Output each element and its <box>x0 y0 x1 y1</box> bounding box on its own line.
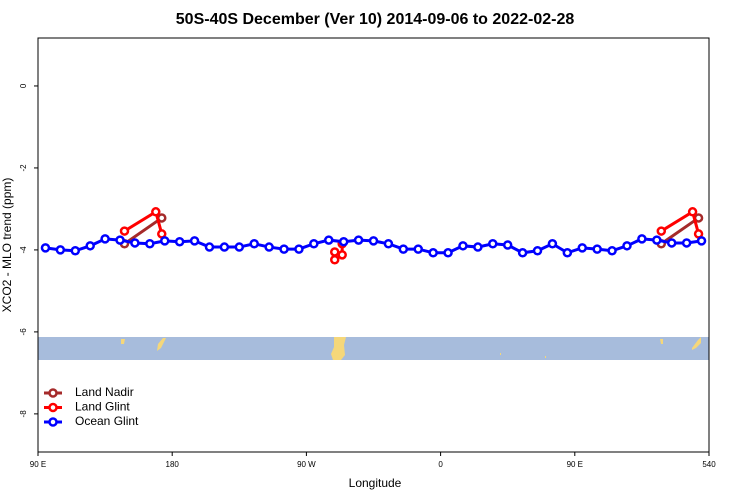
point <box>666 238 677 248</box>
y-axis-label: XCO2 - MLO trend (ppm) <box>0 178 14 313</box>
point <box>189 236 200 246</box>
point <box>502 240 513 250</box>
point <box>656 226 667 236</box>
point <box>592 244 602 254</box>
point <box>159 236 170 246</box>
point <box>696 236 707 246</box>
point <box>249 239 259 249</box>
point <box>532 245 543 256</box>
point <box>279 244 289 254</box>
point <box>85 241 95 251</box>
x-tick-label: 180 <box>166 460 180 469</box>
point <box>353 235 364 245</box>
point <box>329 255 340 265</box>
legend-marker <box>48 388 58 398</box>
point <box>473 242 483 252</box>
legend-label: Ocean Glint <box>75 414 139 428</box>
x-tick-label: 90 E <box>567 460 583 469</box>
land-strip <box>38 337 709 360</box>
plot-frame <box>37 37 710 453</box>
point <box>204 242 215 252</box>
y-tick-label: -6 <box>19 328 28 336</box>
x-tick-label: 540 <box>702 460 716 469</box>
x-axis-label: Longitude <box>349 476 402 490</box>
point <box>398 244 409 254</box>
point <box>151 207 161 217</box>
point <box>294 244 304 254</box>
point <box>443 248 453 258</box>
point <box>329 247 340 257</box>
y-tick-label: 0 <box>19 83 28 88</box>
point <box>681 238 692 248</box>
point <box>517 248 528 258</box>
point <box>607 245 617 256</box>
y-tick-label: -4 <box>19 246 28 254</box>
point <box>234 242 245 252</box>
x-tick-label: 90 E <box>30 460 46 469</box>
legend-label: Land Nadir <box>75 385 134 399</box>
legend-marker <box>48 402 58 413</box>
point <box>547 239 558 249</box>
y-tick-label: -8 <box>19 410 28 418</box>
point <box>428 248 438 258</box>
point <box>324 235 334 245</box>
point <box>119 226 130 236</box>
y-tick-label: -2 <box>19 164 28 172</box>
point <box>174 236 185 247</box>
point <box>337 250 347 260</box>
point <box>338 236 349 247</box>
point <box>637 234 647 244</box>
point <box>70 245 81 256</box>
series-line <box>123 216 700 246</box>
point <box>264 242 274 252</box>
point <box>687 207 698 217</box>
point <box>40 243 51 253</box>
point <box>115 235 125 245</box>
point <box>55 245 66 255</box>
point <box>145 239 155 249</box>
point <box>219 242 230 252</box>
x-tick-label: 90 W <box>297 460 316 469</box>
point <box>383 239 394 249</box>
point <box>488 239 498 249</box>
point <box>130 238 140 248</box>
point <box>309 239 319 249</box>
point <box>100 234 110 244</box>
legend-label: Land Glint <box>75 400 130 414</box>
legend-marker <box>48 417 58 427</box>
point <box>458 241 468 251</box>
x-tick-label: 0 <box>438 460 443 469</box>
point <box>577 243 588 253</box>
point <box>413 244 423 254</box>
point <box>622 241 632 251</box>
point <box>368 236 379 246</box>
point <box>652 235 662 245</box>
chart-title: 50S-40S December (Ver 10) 2014-09-06 to … <box>176 11 575 28</box>
point <box>562 248 573 258</box>
